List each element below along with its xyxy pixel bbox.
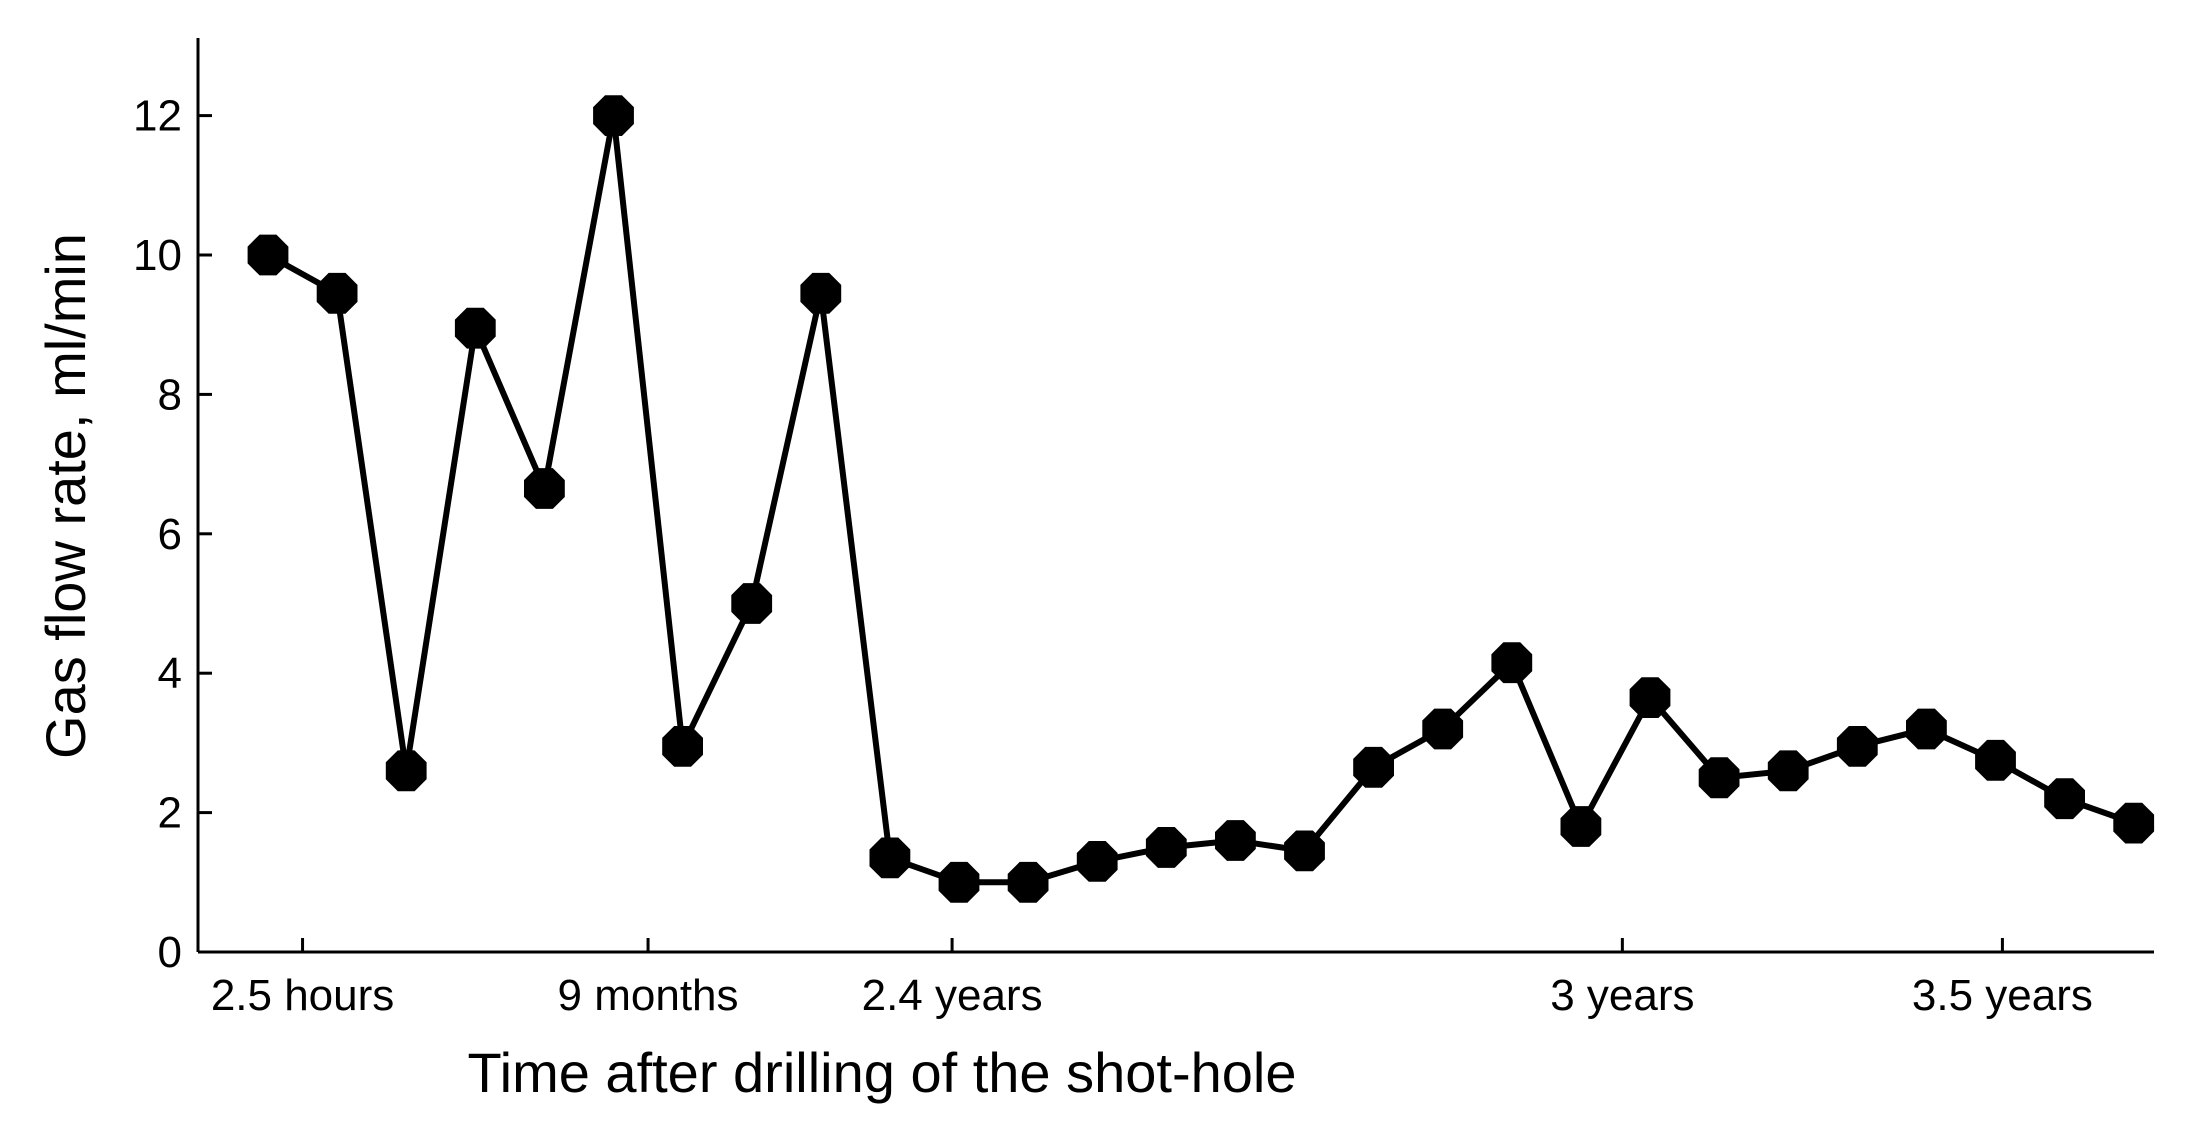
y-tick-label: 12 [133, 92, 182, 141]
data-point [2044, 778, 2085, 820]
data-point [1007, 861, 1049, 903]
data-point [593, 95, 634, 136]
x-tick-label: 3 years [1550, 971, 1694, 1020]
x-ticks: 2.5 hours 9 months 2.4 years 3 years 3.5 yea… [211, 938, 2093, 1020]
data-point [2113, 802, 2155, 844]
data-point [1767, 750, 1809, 792]
plot-area [196, 38, 2154, 954]
data-point [800, 272, 842, 314]
y-tick-label: 8 [158, 370, 182, 419]
y-tick-label: 0 [158, 928, 182, 977]
data-point [662, 726, 703, 767]
series-line [266, 115, 2135, 886]
data-point [385, 750, 427, 792]
x-axis-label: Time after drilling of the shot-hole [468, 1041, 1297, 1104]
x-tick-label: 2.5 hours [211, 971, 394, 1020]
series-layer [247, 95, 2155, 903]
data-point [1284, 830, 1325, 872]
data-point [731, 583, 773, 624]
y-tick-label: 6 [158, 510, 182, 559]
y-tick-label: 4 [158, 649, 182, 698]
data-point [1145, 827, 1187, 868]
data-point [1906, 708, 1947, 750]
data-point [1353, 746, 1394, 788]
y-tick-label: 10 [133, 231, 182, 280]
data-point [1076, 841, 1118, 882]
data-point [938, 861, 980, 903]
y-tick-label: 2 [158, 789, 182, 838]
data-point [1215, 820, 1256, 861]
data-point [524, 468, 565, 509]
data-point [1698, 757, 1740, 799]
data-point [1975, 739, 2016, 781]
data-point [1560, 806, 1602, 847]
x-tick-label: 9 months [558, 971, 739, 1020]
data-point [316, 272, 358, 314]
data-point [454, 307, 496, 349]
data-point [247, 234, 289, 276]
data-point [869, 837, 911, 879]
data-point [1836, 726, 1878, 767]
data-point [1491, 642, 1533, 684]
y-ticks: 0 2 4 6 8 10 12 [133, 92, 212, 977]
data-point [1629, 677, 1671, 718]
x-tick-label: 3.5 years [1912, 971, 2093, 1020]
y-axis-label: Gas flow rate, ml/min [34, 233, 97, 759]
x-tick-label: 2.4 years [862, 971, 1043, 1020]
data-point [1422, 708, 1464, 750]
